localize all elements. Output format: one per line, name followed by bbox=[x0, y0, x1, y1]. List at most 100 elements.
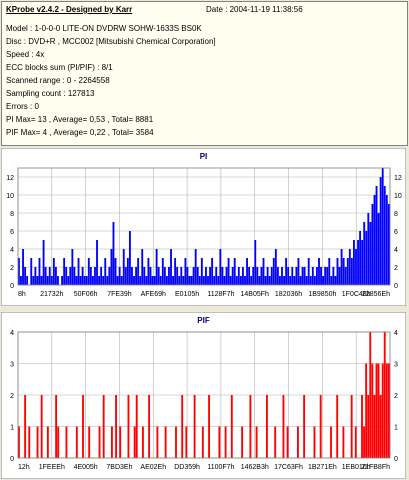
pif-bar bbox=[185, 426, 188, 458]
pif-bar bbox=[57, 426, 60, 458]
pif-bar bbox=[373, 395, 376, 458]
app-title: KProbe v2.4.2 - Designed by Karr bbox=[6, 5, 133, 14]
pi-ytick-left: 0 bbox=[10, 283, 14, 290]
pif-bar bbox=[387, 363, 390, 458]
pif-chart-title: PIF bbox=[197, 316, 210, 325]
pi-bar bbox=[36, 276, 39, 285]
pi-bar bbox=[124, 267, 127, 285]
pif-xtick-label: DD359h bbox=[174, 464, 200, 471]
pi-bar bbox=[213, 276, 216, 285]
pi-bar bbox=[268, 276, 271, 285]
pif-bar bbox=[375, 363, 378, 458]
pi-bar bbox=[100, 267, 103, 285]
pif-bar bbox=[379, 395, 382, 458]
info-ecc-blocks: ECC blocks sum (PI/PIF) : 8/1 bbox=[6, 63, 113, 72]
pif-xtick-label: 1FEEEh bbox=[39, 464, 65, 471]
info-pi-stats: PI Max= 13 , Average= 0,53 , Total= 8881 bbox=[6, 115, 154, 124]
pif-bar bbox=[88, 426, 91, 458]
pi-ytick-right: 12 bbox=[394, 175, 402, 182]
pi-bar bbox=[79, 276, 82, 285]
pi-bar bbox=[361, 240, 364, 285]
pif-bar bbox=[354, 426, 357, 458]
pi-bar bbox=[38, 258, 41, 285]
pif-ytick-left: 2 bbox=[10, 393, 14, 400]
pi-bar bbox=[346, 258, 349, 285]
pi-bar bbox=[211, 258, 214, 285]
pi-bar bbox=[355, 249, 357, 285]
pif-bar bbox=[224, 426, 227, 458]
pif-xtick-label: 1100F7h bbox=[207, 464, 234, 471]
pi-bar bbox=[22, 249, 24, 285]
pi-bar bbox=[223, 276, 226, 285]
pi-bar bbox=[184, 258, 187, 285]
pi-bar bbox=[205, 267, 207, 285]
pif-bar bbox=[377, 363, 380, 458]
pi-bar bbox=[246, 258, 248, 285]
pi-bar bbox=[89, 267, 92, 285]
pi-bar bbox=[118, 267, 121, 285]
pi-bar bbox=[110, 249, 113, 285]
pi-bar bbox=[227, 258, 230, 285]
pif-bar bbox=[385, 363, 388, 458]
pif-ytick-right: 4 bbox=[394, 330, 398, 337]
pif-bar bbox=[230, 395, 233, 458]
pi-bar bbox=[330, 276, 333, 285]
pi-bar bbox=[334, 276, 337, 285]
pi-bar bbox=[48, 267, 51, 285]
pi-bar bbox=[65, 267, 68, 285]
pif-bar bbox=[274, 426, 277, 458]
info-scanned-range: Scanned range : 0 - 2264558 bbox=[6, 76, 110, 85]
pi-bar bbox=[73, 267, 76, 285]
pi-xtick-label: 7FE39h bbox=[107, 291, 132, 298]
pi-bar bbox=[301, 267, 304, 285]
pif-bar bbox=[381, 363, 384, 458]
pi-bar bbox=[91, 276, 94, 285]
pi-ytick-right: 2 bbox=[394, 265, 398, 272]
pi-bar bbox=[242, 267, 244, 285]
pi-bar bbox=[231, 267, 234, 285]
pi-bar bbox=[283, 276, 285, 285]
pi-bar bbox=[375, 186, 378, 285]
pi-xtick-label: 22856Eh bbox=[362, 291, 390, 298]
pi-bar bbox=[81, 267, 84, 285]
pi-bar bbox=[387, 204, 390, 285]
pi-bar bbox=[219, 249, 222, 285]
pi-bar bbox=[262, 258, 265, 285]
pi-bar bbox=[270, 267, 273, 285]
pi-bar bbox=[50, 276, 53, 285]
pi-bar bbox=[137, 258, 140, 285]
pi-bar bbox=[297, 258, 300, 285]
pi-bar bbox=[24, 267, 27, 285]
pif-ytick-left: 4 bbox=[10, 330, 14, 337]
pi-bar bbox=[340, 249, 343, 285]
pi-ytick-right: 6 bbox=[394, 229, 398, 236]
pif-ytick-left: 3 bbox=[10, 362, 14, 369]
pif-bar bbox=[303, 395, 306, 458]
pif-chart-panel: PIF 0 0 1 1 2 2 3 3 4 4 12h 1FEEEh 4E005h 7BD3Eh AE02Eh… bbox=[1, 312, 406, 479]
pi-bar bbox=[264, 276, 267, 285]
pif-bar bbox=[330, 426, 332, 458]
pi-xtick-label: 21732h bbox=[40, 291, 63, 298]
pif-bar bbox=[255, 426, 258, 458]
pif-bar bbox=[18, 426, 20, 458]
pi-bar bbox=[94, 267, 96, 285]
pi-ytick-left: 8 bbox=[10, 211, 14, 218]
pif-bar bbox=[266, 395, 268, 458]
pif-bar bbox=[119, 426, 122, 458]
pi-bar bbox=[40, 276, 43, 285]
pif-bar bbox=[115, 395, 117, 458]
pi-ytick-right: 0 bbox=[394, 283, 398, 290]
pi-bar bbox=[281, 267, 283, 285]
pif-ytick-left: 1 bbox=[10, 425, 14, 432]
pi-bar bbox=[256, 267, 259, 285]
info-model: Model : 1-0-0-0 LITE-ON DVDRW SOHW-1633S… bbox=[6, 24, 202, 33]
info-sampling-count: Sampling count : 127813 bbox=[6, 89, 95, 98]
pi-bar bbox=[108, 267, 111, 285]
pi-bar bbox=[338, 267, 341, 285]
pi-bar bbox=[194, 249, 197, 285]
pi-bar bbox=[161, 258, 164, 285]
pif-bar bbox=[313, 426, 316, 458]
pif-bar bbox=[181, 395, 184, 458]
pi-bar bbox=[332, 267, 335, 285]
pi-ytick-left: 12 bbox=[6, 175, 14, 182]
